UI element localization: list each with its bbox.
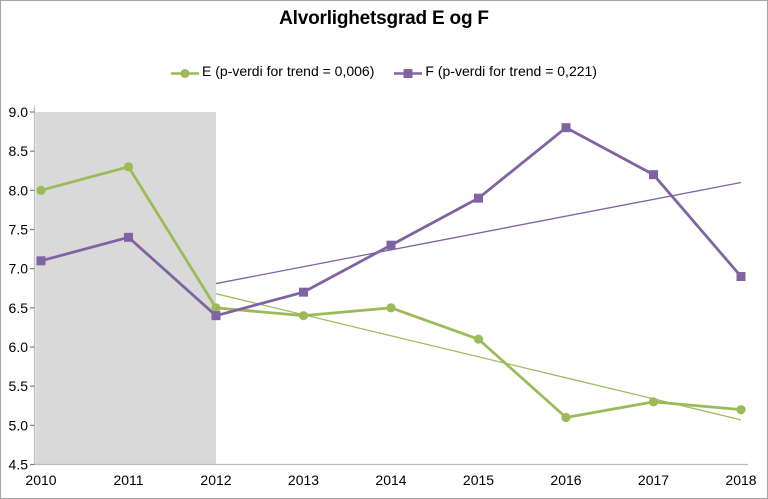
data-point: [36, 256, 46, 266]
data-point: [474, 193, 483, 203]
data-point: [386, 240, 396, 250]
legend-label-e: E (p-verdi for trend = 0,006): [202, 63, 375, 79]
data-point: [473, 334, 484, 344]
data-point: [736, 405, 746, 415]
series-markers-f: [36, 123, 746, 321]
series-f-marker-icon: [394, 66, 423, 78]
chart-legend: E (p-verdi for trend = 0,006) F (p-verdi…: [1, 63, 767, 79]
x-tick-label: 2010: [25, 472, 56, 488]
data-point: [736, 272, 746, 281]
data-point: [299, 287, 308, 297]
trend-line-f: [215, 181, 742, 285]
data-point: [211, 311, 221, 321]
y-tick-label: 8.5: [9, 143, 29, 159]
y-tick-label: 6.5: [9, 300, 29, 316]
y-tick-label: 5.5: [9, 378, 29, 394]
series-e-marker-icon: [171, 66, 200, 78]
y-tick-label: 4.5: [9, 457, 29, 473]
data-point: [649, 170, 658, 180]
x-tick-label: 2011: [113, 472, 143, 488]
y-tick-label: 7.5: [9, 222, 29, 238]
y-tick-label: 8.0: [9, 182, 29, 198]
x-tick-label: 2017: [638, 472, 669, 488]
data-point: [386, 303, 396, 313]
y-tick-label: 6.0: [9, 339, 29, 355]
chart-title: Alvorlighetsgrad E og F: [279, 8, 489, 29]
x-tick-label: 2013: [288, 472, 319, 488]
y-tick-label: 7.0: [9, 261, 29, 277]
legend-item-f: F (p-verdi for trend = 0,221): [394, 63, 597, 79]
y-axis-ticks: 4.5 5.0 5.5 6.0 6.5 7.0 7.5 8.0 8.5 9.0: [9, 104, 35, 473]
x-tick-label: 2012: [200, 472, 231, 488]
data-point: [123, 162, 134, 172]
x-tick-label: 2014: [375, 472, 406, 488]
y-tick-label: 5.0: [9, 417, 29, 433]
y-tick-label: 9.0: [9, 104, 29, 120]
data-point: [211, 303, 221, 313]
x-axis-labels: 2010 2011 2012 2013 2014 2015 2016 2017 2018: [25, 472, 756, 488]
x-tick-label: 2018: [725, 472, 756, 488]
trend-line-e: [215, 293, 742, 421]
data-point: [648, 397, 659, 407]
legend-label-f: F (p-verdi for trend = 0,221): [425, 63, 597, 79]
series-markers-e: [36, 162, 746, 423]
x-tick-label: 2015: [463, 472, 494, 488]
data-point: [36, 185, 46, 195]
legend-item-e: E (p-verdi for trend = 0,006): [171, 63, 374, 79]
data-point: [561, 123, 571, 133]
data-point: [124, 232, 133, 242]
x-tick-label: 2016: [550, 472, 581, 488]
data-point: [561, 412, 571, 423]
data-point: [298, 311, 309, 321]
